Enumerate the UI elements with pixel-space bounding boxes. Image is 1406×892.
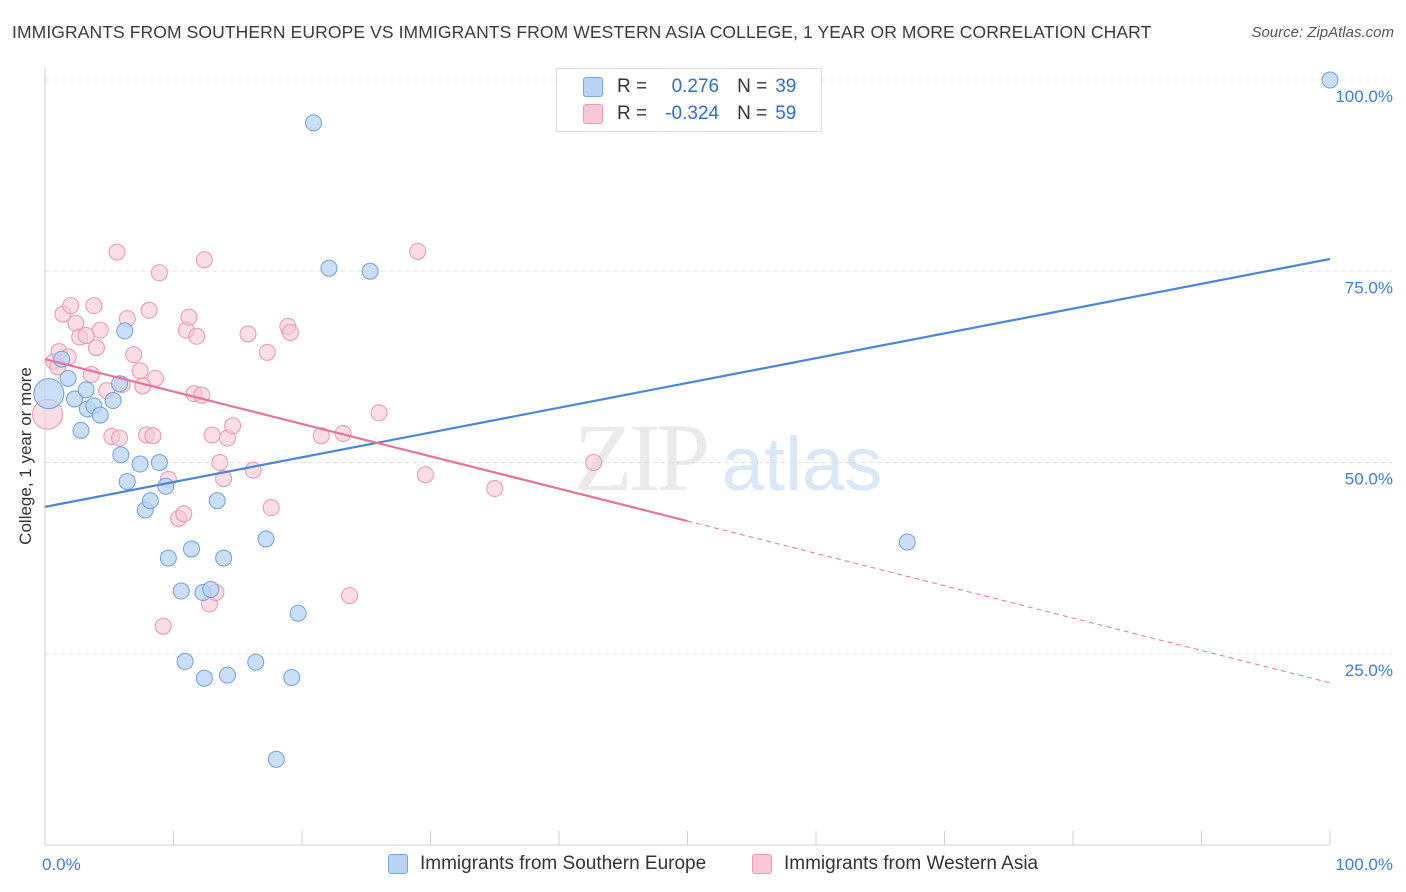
data-point-western-asia — [150, 264, 168, 282]
data-point-southern-europe — [176, 652, 194, 670]
data-point-southern-europe — [141, 492, 159, 510]
data-point-western-asia — [370, 404, 388, 422]
data-point-southern-europe — [116, 322, 134, 340]
data-point-southern-europe — [267, 750, 285, 768]
legend-r-label: R = — [617, 103, 648, 124]
data-point-western-asia — [91, 321, 109, 339]
trend-line-western-asia-extension — [687, 520, 1331, 684]
y-tick-label: 50.0% — [1345, 470, 1393, 489]
legend-n-value: 39 — [775, 76, 797, 97]
bottom-legend-label: Immigrants from Southern Europe — [420, 853, 707, 874]
data-point-southern-europe — [305, 114, 323, 132]
bottom-legend-southern-europe: Immigrants from Southern Europe — [388, 852, 706, 876]
data-point-southern-europe — [182, 540, 200, 558]
data-point-western-asia — [85, 297, 103, 315]
data-point-southern-europe — [112, 446, 130, 464]
data-point-southern-europe — [118, 473, 136, 491]
legend-row-southern-europe: R = 0.276 N = 39 — [583, 75, 796, 99]
legend-r-value: 0.276 — [671, 76, 720, 97]
legend-n-value: 59 — [775, 103, 797, 124]
data-point-western-asia — [341, 587, 359, 605]
data-point-southern-europe — [215, 549, 233, 567]
data-point-western-asia — [108, 243, 126, 261]
data-point-western-asia — [111, 429, 129, 447]
data-point-southern-europe — [104, 392, 122, 410]
data-point-southern-europe — [283, 668, 301, 686]
data-point-southern-europe — [289, 604, 307, 622]
data-point-western-asia — [258, 343, 276, 361]
data-point-southern-europe — [66, 390, 84, 408]
data-point-southern-europe — [150, 454, 168, 471]
chart-title: IMMIGRANTS FROM SOUTHERN EUROPE VS IMMIG… — [12, 22, 1152, 42]
bottom-legend-western-asia: Immigrants from Western Asia — [752, 852, 1038, 876]
data-point-southern-europe — [131, 455, 149, 473]
data-point-southern-europe — [77, 381, 95, 399]
legend-n-label: N = — [737, 76, 768, 97]
y-tick-label: 25.0% — [1345, 661, 1393, 680]
watermark-atlas: atlas — [722, 422, 883, 507]
legend-n-label: N = — [737, 103, 768, 124]
data-point-western-asia — [281, 323, 299, 341]
data-point-southern-europe — [361, 262, 379, 280]
bottom-legend-label: Immigrants from Western Asia — [784, 853, 1039, 874]
data-point-western-asia — [239, 325, 257, 343]
data-point-western-asia — [585, 454, 603, 471]
data-point-southern-europe — [59, 369, 77, 387]
y-tick-label: 100.0% — [1335, 87, 1393, 106]
data-point-western-asia — [211, 454, 229, 471]
data-point-western-asia — [486, 480, 504, 498]
data-point-western-asia — [195, 251, 213, 269]
legend-swatch-blue — [583, 77, 603, 97]
y-tick-label: 75.0% — [1345, 278, 1393, 297]
data-point-southern-europe — [218, 666, 236, 684]
bottom-legend-swatch-pink — [752, 854, 772, 874]
legend-row-western-asia: R = -0.324 N = 59 — [583, 102, 796, 126]
data-point-southern-europe — [208, 492, 226, 510]
data-point-western-asia — [175, 505, 193, 523]
data-point-western-asia — [62, 297, 80, 315]
data-point-southern-europe — [172, 582, 190, 600]
data-point-southern-europe — [195, 669, 213, 687]
data-point-southern-europe — [33, 378, 65, 410]
legend-swatch-pink — [583, 104, 603, 124]
data-point-southern-europe — [320, 259, 338, 277]
data-point-southern-europe — [91, 406, 109, 424]
trend-line-western-asia — [44, 358, 688, 523]
data-point-western-asia — [262, 499, 280, 517]
data-point-southern-europe — [202, 580, 220, 598]
data-point-western-asia — [125, 346, 143, 364]
data-point-western-asia — [144, 427, 162, 445]
data-point-southern-europe — [157, 477, 175, 495]
source-label: Source: ZipAtlas.com — [1251, 24, 1394, 41]
data-point-western-asia — [416, 466, 434, 484]
data-point-western-asia — [188, 327, 206, 345]
data-point-western-asia — [180, 308, 198, 326]
data-point-southern-europe — [72, 421, 90, 439]
data-point-western-asia — [140, 301, 158, 319]
data-point-western-asia — [409, 242, 427, 260]
data-point-southern-europe — [159, 549, 177, 567]
data-point-southern-europe — [898, 533, 916, 551]
data-point-western-asia — [215, 470, 233, 488]
legend-r-value: -0.324 — [665, 103, 720, 124]
x-tick-label: 0.0% — [42, 855, 81, 874]
stats-legend: R = 0.276 N = 39 R = -0.324 N = 59 — [556, 68, 822, 132]
legend-r-label: R = — [617, 76, 648, 97]
trend-line-southern-europe — [44, 257, 1331, 508]
data-point-southern-europe — [1321, 71, 1339, 89]
bottom-legend-swatch-blue — [388, 854, 408, 874]
x-tick-label: 100.0% — [1335, 855, 1393, 874]
data-point-southern-europe — [257, 530, 275, 548]
data-point-southern-europe — [247, 653, 265, 671]
data-point-western-asia — [203, 426, 221, 444]
data-point-western-asia — [154, 617, 172, 635]
data-point-western-asia — [87, 339, 105, 357]
data-point-western-asia — [131, 362, 149, 380]
data-point-western-asia — [224, 417, 242, 435]
